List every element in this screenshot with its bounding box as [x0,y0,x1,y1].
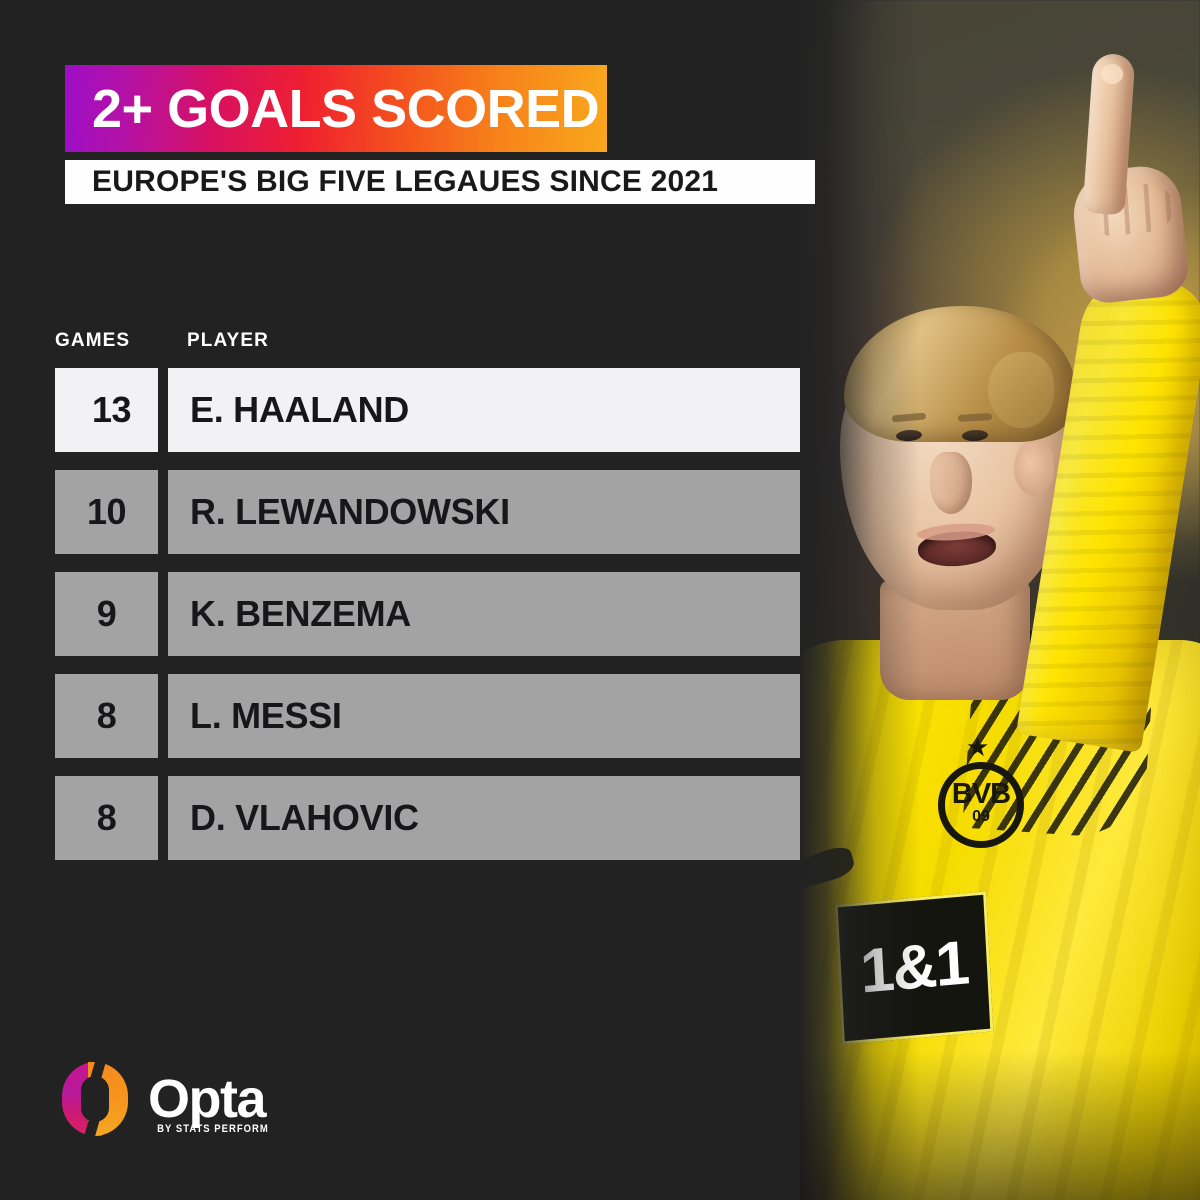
player-photo: ★ BVB 09 1&1 [800,0,1200,1200]
ranking-table: 13 E. HAALAND 10 R. LEWANDOWSKI 9 [0,368,800,878]
row-player-cell: E. HAALAND [168,368,800,452]
table-row[interactable]: 9 K. BENZEMA [0,572,800,656]
row-games-cell: 9 [55,572,158,656]
column-header-games: GAMES [55,330,131,351]
row-games-cell: 8 [55,674,158,758]
club-badge-text: BVB [951,778,1011,810]
row-games-cell: 8 [55,776,158,860]
row-player-cell: D. VLAHOVIC [168,776,800,860]
table-row[interactable]: 13 E. HAALAND [0,368,800,452]
row-player-name: R. LEWANDOWSKI [190,491,510,532]
row-player-cell: L. MESSI [168,674,800,758]
column-header-player: PLAYER [187,330,269,351]
table-header-row: GAMES PLAYER [0,330,800,356]
subtitle-banner: EUROPE'S BIG FIVE LEGAUES SINCE 2021 [65,160,815,204]
table-row[interactable]: 10 R. LEWANDOWSKI [0,470,800,554]
player-fingernail [1100,63,1124,85]
row-games-cell: 13 [55,368,158,452]
row-player-name: E. HAALAND [190,389,409,430]
opta-wordmark: Opta [148,1069,267,1129]
club-badge-star-icon: ★ [966,732,990,762]
content-panel: 2+ GOALS SCORED EUROPE'S BIG FIVE LEGAUE… [0,65,815,1136]
row-games-value: 10 [86,491,127,532]
title-banner: 2+ GOALS SCORED [65,65,607,152]
opta-logo-mark-icon [62,1062,128,1136]
player-ear [1014,440,1054,496]
row-games-cell: 10 [55,470,158,554]
row-player-name: L. MESSI [190,695,342,736]
row-player-cell: R. LEWANDOWSKI [168,470,800,554]
row-games-value: 8 [96,695,117,736]
page-title: 2+ GOALS SCORED [92,78,600,139]
row-player-name: K. BENZEMA [190,593,411,634]
club-badge-ring-icon [938,762,1024,848]
club-badge-year: 09 [972,808,990,825]
row-games-value: 8 [96,797,117,838]
opta-logo-text-group: Opta BY STATS PERFORM [148,1069,268,1135]
opta-tagline: BY STATS PERFORM [157,1123,270,1135]
photo-left-vignette [800,0,920,1200]
row-player-cell: K. BENZEMA [168,572,800,656]
photo-bottom-vignette [800,1050,1200,1200]
table-row[interactable]: 8 L. MESSI [0,674,800,758]
player-nose [930,452,972,514]
opta-logo: Opta BY STATS PERFORM [62,1062,268,1136]
player-hair-bun [988,352,1054,428]
row-player-name: D. VLAHOVIC [190,797,419,838]
table-row[interactable]: 8 D. VLAHOVIC [0,776,800,860]
row-games-value: 9 [96,593,117,634]
row-games-value: 13 [91,389,132,430]
page-subtitle: EUROPE'S BIG FIVE LEGAUES SINCE 2021 [92,165,719,198]
opta-logo-mark-center [81,1076,109,1122]
